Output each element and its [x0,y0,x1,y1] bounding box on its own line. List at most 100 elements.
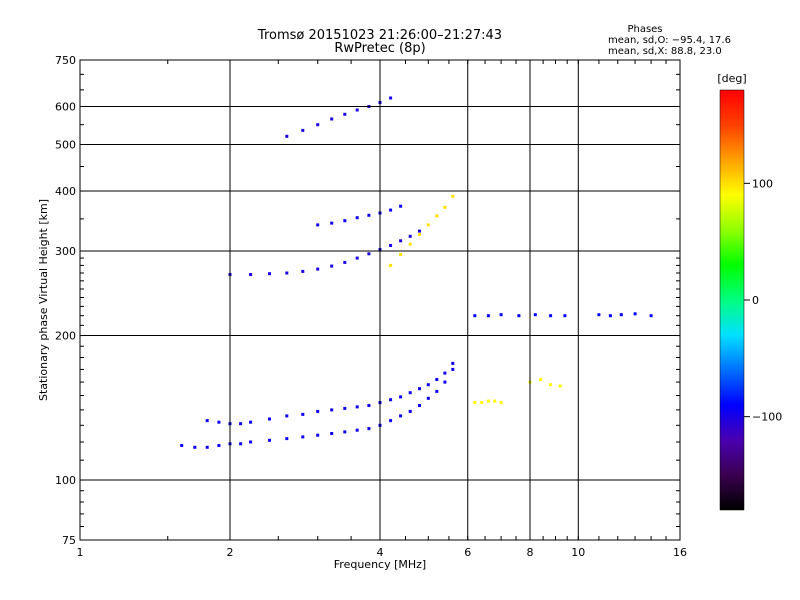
data-point [418,387,421,391]
data-point [193,445,197,449]
data-point [268,417,271,421]
data-point [473,401,477,405]
data-point [285,134,289,138]
data-point [399,414,403,418]
data-point [285,437,289,441]
y-tick-label: 600 [55,101,76,114]
data-point [418,232,421,236]
data-point [649,314,653,318]
data-point [399,253,403,256]
data-point [343,112,347,116]
data-point [316,433,320,437]
data-point [180,444,184,447]
data-point [285,271,289,275]
colorbar-axis: −100 0 100 [744,177,782,424]
data-point [330,117,334,121]
y-tick-label: 100 [55,474,76,487]
data-point [418,229,421,233]
chart-subtitle: RwPretec (8p) [334,41,425,56]
data-point [486,314,490,318]
data-point [205,445,209,449]
data-point [367,404,371,407]
data-point [619,313,623,317]
x-axis: 1 2 4 6 8 10 16 [77,60,687,559]
data-point [389,398,393,402]
data-point [408,391,412,395]
data-point [435,214,439,218]
data-point [399,204,403,208]
data-point [217,420,221,424]
data-point [316,123,320,127]
data-point [330,408,334,412]
x-tick-label: 4 [377,546,384,559]
data-point [597,313,601,317]
data-point [301,412,305,416]
x-tick-label: 10 [571,546,585,559]
data-point [249,420,253,424]
data-point [205,419,209,423]
data-point [451,194,455,198]
data-point [426,396,430,400]
data-point [499,313,503,317]
data-point [217,444,221,447]
y-tick-label: 200 [55,330,76,343]
data-point [480,401,484,405]
data-point [443,380,447,384]
y-tick-label: 300 [55,245,76,258]
data-point [549,314,553,318]
data-point [343,406,347,410]
data-point [343,219,347,223]
x-tick-label: 8 [527,546,534,559]
y-tick-label: 75 [62,534,76,547]
y-tick-label: 400 [55,185,76,198]
data-point [301,269,305,273]
data-point [408,409,412,413]
data-point [426,223,430,227]
data-point [499,401,503,405]
data-point [316,223,320,227]
data-point [316,409,320,413]
x-tick-label: 6 [464,546,471,559]
data-point [367,252,371,256]
data-point [239,422,243,426]
data-point [399,239,403,243]
data-point [517,314,521,318]
data-point [268,272,271,276]
data-point [399,395,403,399]
data-point [533,313,537,317]
colorbar-tick-label: 0 [752,294,759,307]
x-tick-label: 16 [673,546,687,559]
data-point [330,264,334,268]
data-point [355,216,359,220]
data-point [367,427,371,431]
data-point [608,314,612,318]
data-point [493,399,497,403]
data-point [389,244,393,247]
colorbar-label: [deg] [717,72,746,85]
colorbar [719,89,745,511]
data-point [330,221,334,225]
stats-line-o: mean, sd,O: −95.4, 17.6 [608,35,731,46]
data-point [549,383,553,387]
data-point [285,414,289,418]
data-point [355,428,359,432]
y-tick-label: 500 [55,139,76,152]
data-point [239,442,243,446]
data-point [301,435,305,439]
x-axis-label: Frequency [MHz] [334,558,426,571]
data-point [355,256,359,260]
data-point [539,378,543,381]
data-point [426,383,430,387]
data-point [443,371,447,375]
data-point [389,208,393,212]
data-point [443,205,447,209]
data-point [301,128,305,132]
chart-title: Tromsø 20151023 21:26:00–21:27:43 [257,28,502,43]
data-point [558,384,562,388]
data-point [486,399,490,403]
y-tick-label: 750 [55,54,76,67]
data-point [389,419,393,423]
data-point [389,263,393,267]
data-point [330,432,334,435]
